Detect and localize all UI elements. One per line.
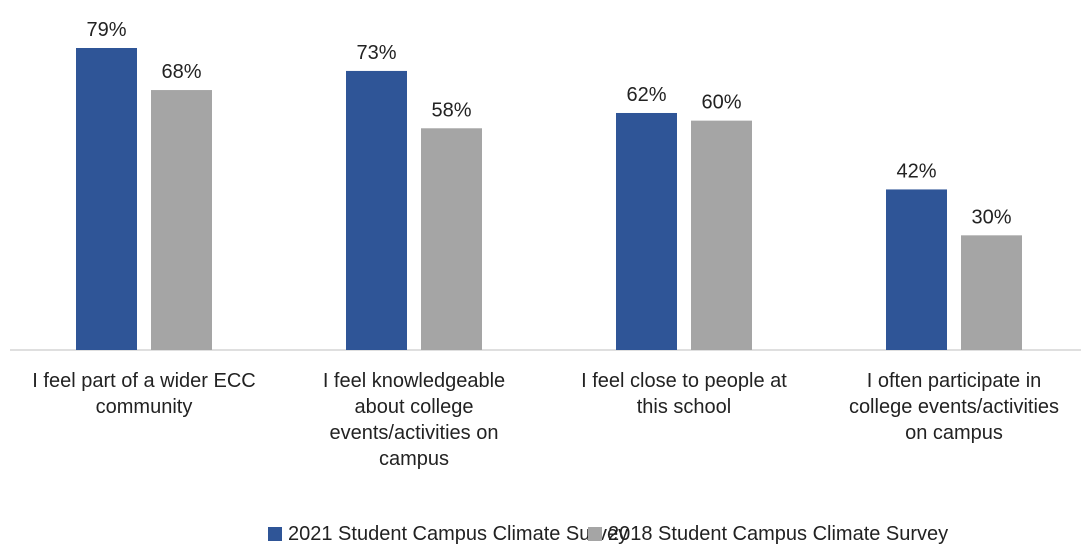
legend-label-2021: 2021 Student Campus Climate Survey [288,523,629,545]
legend-swatch-2018 [588,527,602,541]
legend-label-2018: 2018 Student Campus Climate Survey [608,523,949,545]
category-label-2: I feel knowledgeable about college event… [322,370,506,470]
bar-2021-3 [616,112,677,351]
data-label-2018-2: 58% [431,99,471,121]
data-label-2021-1: 79% [86,19,126,41]
data-label-2021-2: 73% [356,42,396,64]
category-label-3: I feel close to people at this school [581,370,787,418]
legend-item-2021: 2021 Student Campus Climate Survey [268,522,628,546]
legend-item-2018: 2018 Student Campus Climate Survey [588,522,948,546]
bar-2018-3 [691,120,752,351]
data-label-2021-3: 62% [626,84,666,106]
legend-swatch-2021 [268,527,282,541]
bar-2018-2 [421,128,482,350]
bar-2021-1 [76,48,137,350]
data-label-2018-4: 30% [971,206,1011,228]
category-label-4: I often participate in college events/ac… [848,370,1060,444]
data-label-2018-3: 60% [701,92,741,114]
data-label-2021-4: 42% [896,160,936,182]
bar-2021-4 [886,189,947,350]
category-label-1: I feel part of a wider ECC community [32,370,256,418]
legend: 2021 Student Campus Climate Survey 2018 … [0,522,1091,550]
bar-chart: 79% 68% 73% 58% 62% 60% 42% 30% [10,19,1081,351]
bar-2018-1 [151,90,212,351]
data-label-2018-1: 68% [161,61,201,83]
bar-2021-2 [346,70,407,350]
bar-2018-4 [961,235,1022,350]
